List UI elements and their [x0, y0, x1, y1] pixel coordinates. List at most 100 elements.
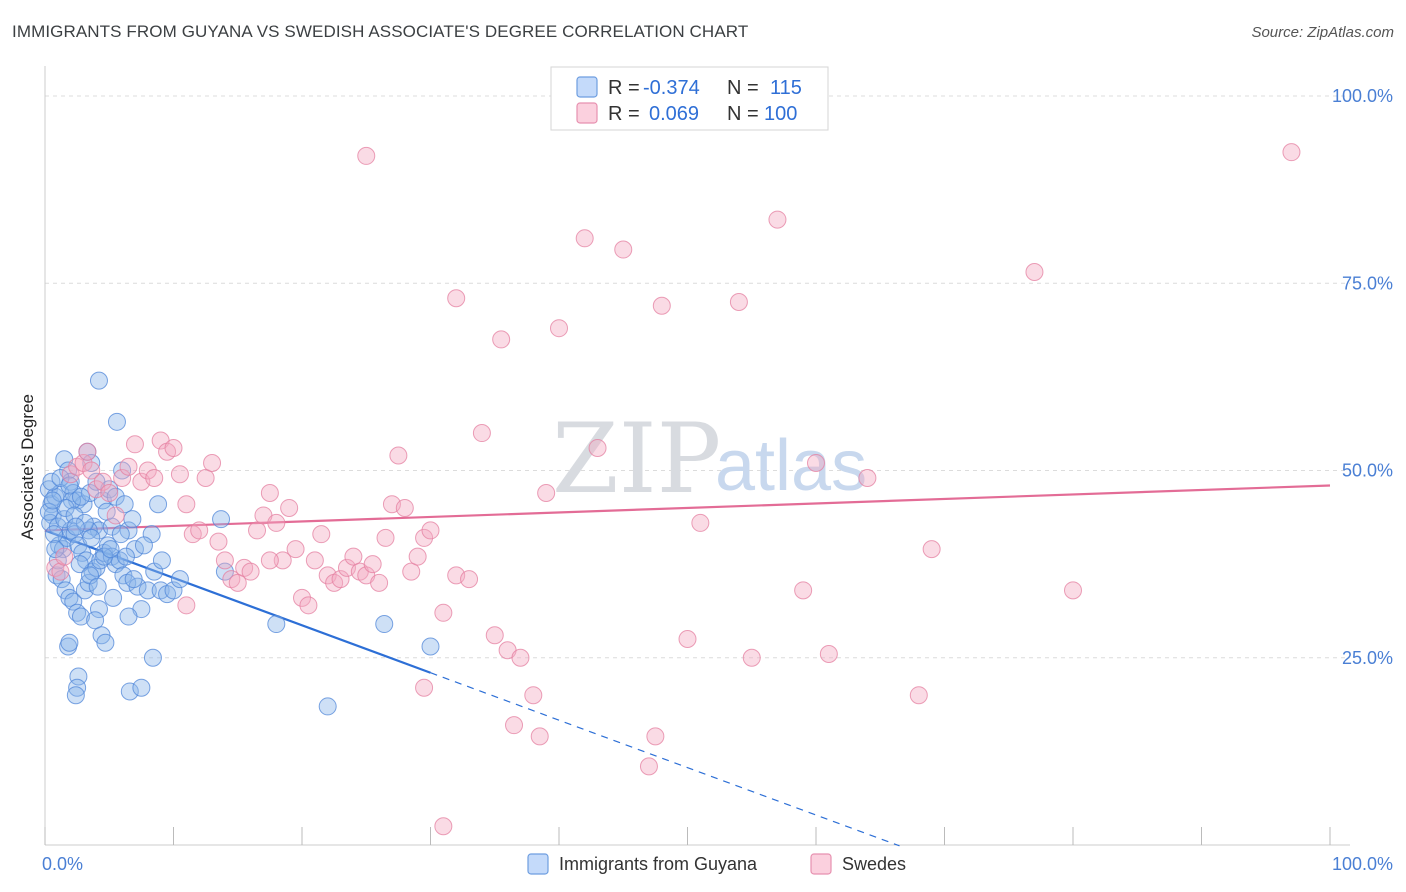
- data-point: [95, 547, 114, 566]
- legend-swatch-guyana: [576, 76, 598, 98]
- data-point: [138, 461, 157, 480]
- data-point: [415, 528, 434, 547]
- data-point: [111, 525, 130, 544]
- axes: [44, 66, 1350, 846]
- data-point: [505, 716, 524, 735]
- data-point: [228, 573, 247, 592]
- data-point: [134, 536, 153, 555]
- x-tick-label-1: 100.0%: [1332, 854, 1393, 874]
- data-point: [120, 682, 139, 701]
- data-point: [286, 540, 305, 559]
- data-point: [100, 483, 119, 502]
- data-point: [97, 502, 116, 521]
- data-point: [742, 648, 761, 667]
- data-point: [524, 686, 543, 705]
- data-point: [492, 330, 511, 349]
- data-point: [86, 611, 105, 630]
- legend-r-value-1: -0.374: [643, 77, 700, 99]
- data-point: [415, 678, 434, 697]
- data-point: [305, 551, 324, 570]
- data-point: [575, 229, 594, 248]
- data-point: [66, 686, 85, 705]
- data-point: [260, 483, 279, 502]
- y-tick-label-2: 75.0%: [1342, 273, 1393, 293]
- data-point: [65, 525, 84, 544]
- data-point: [260, 551, 279, 570]
- data-point: [64, 592, 83, 611]
- y-tick-labels: 25.0% 50.0% 75.0% 100.0%: [1332, 86, 1393, 668]
- data-point: [62, 491, 81, 510]
- data-point: [794, 581, 813, 600]
- legend: R = -0.374 N = 115 R = 0.069 N = 100: [550, 66, 829, 131]
- data-point: [75, 513, 94, 532]
- data-point: [389, 446, 408, 465]
- data-point: [357, 146, 376, 165]
- data-point: [116, 547, 135, 566]
- data-point: [68, 678, 87, 697]
- data-point: [248, 521, 267, 540]
- data-point: [82, 454, 101, 473]
- data-point: [101, 540, 120, 559]
- data-point: [537, 483, 556, 502]
- bottom-legend-swatch-swedes: [810, 853, 832, 875]
- data-point: [46, 540, 65, 559]
- data-point: [177, 495, 196, 514]
- data-point: [170, 465, 189, 484]
- data-point: [119, 607, 138, 626]
- data-point: [858, 468, 877, 487]
- bottom-legend-swatch-guyana: [527, 853, 549, 875]
- legend-n-label-1: N =: [727, 77, 759, 99]
- y-tick-label-0: 25.0%: [1342, 648, 1393, 668]
- data-point: [1025, 263, 1044, 282]
- data-point: [51, 562, 70, 581]
- data-point: [164, 581, 183, 600]
- data-point: [71, 487, 90, 506]
- bottom-legend-label-guyana: Immigrants from Guyana: [559, 854, 758, 874]
- data-point: [113, 468, 132, 487]
- data-point: [646, 727, 665, 746]
- data-point: [70, 555, 89, 574]
- x-tick-label-0: 0.0%: [42, 854, 83, 874]
- data-point: [44, 525, 63, 544]
- data-point: [768, 210, 787, 229]
- data-point: [138, 581, 157, 600]
- legend-n-value-1: 115: [770, 77, 802, 99]
- data-point: [149, 495, 168, 514]
- data-point: [125, 540, 144, 559]
- data-point: [164, 439, 183, 458]
- data-point: [61, 465, 80, 484]
- data-point: [729, 292, 748, 311]
- data-points: [39, 143, 1301, 836]
- data-point: [1282, 143, 1301, 162]
- data-point: [344, 547, 363, 566]
- y-tick-label-1: 50.0%: [1342, 461, 1393, 481]
- data-point: [1064, 581, 1082, 600]
- data-point: [241, 562, 260, 581]
- data-point: [331, 570, 350, 589]
- watermark-atlas: atlas: [715, 426, 867, 506]
- legend-swatch-swedes: [576, 102, 598, 124]
- data-point: [215, 551, 234, 570]
- data-point: [318, 697, 337, 716]
- data-point: [511, 648, 530, 667]
- data-point: [39, 502, 58, 521]
- data-point: [530, 727, 549, 746]
- data-point: [43, 491, 62, 510]
- data-point: [395, 498, 414, 517]
- data-point: [363, 555, 382, 574]
- data-point: [691, 513, 710, 532]
- data-point: [485, 626, 504, 645]
- legend-r-label-1: R =: [608, 77, 640, 99]
- data-point: [807, 454, 825, 473]
- data-point: [124, 570, 143, 589]
- data-point: [434, 603, 453, 622]
- data-point: [143, 648, 162, 667]
- data-point: [678, 630, 697, 649]
- data-point: [196, 468, 215, 487]
- x-tick-labels: 0.0% 100.0%: [42, 854, 1393, 874]
- data-point: [376, 528, 395, 547]
- data-point: [273, 551, 292, 570]
- legend-n-label-2: N =: [727, 103, 759, 125]
- data-point: [89, 371, 108, 390]
